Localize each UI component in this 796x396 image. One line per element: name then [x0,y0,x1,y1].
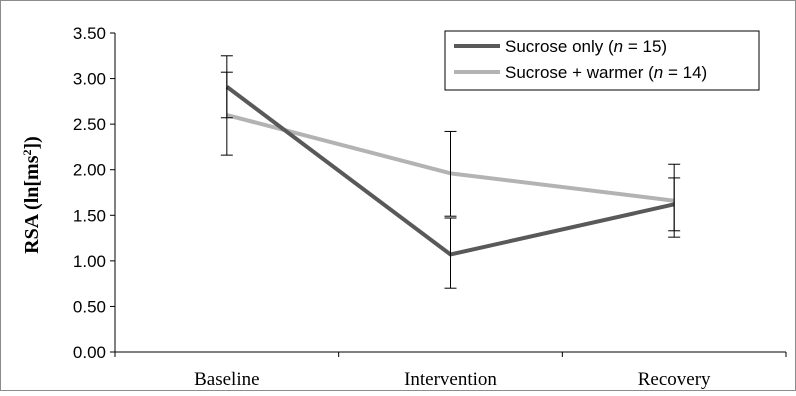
legend-label-sucrose-only: Sucrose only (n = 15) [505,37,667,56]
svg-text:RSA (ln[ms2]): RSA (ln[ms2]) [20,136,43,254]
y-tick-label: 1.00 [73,252,106,271]
y-axis-label: RSA (ln[ms2]) [20,136,43,254]
y-tick-label: 3.00 [73,70,106,89]
y-tick-label: 3.50 [73,24,106,43]
x-tick-label: Intervention [404,369,497,390]
y-tick-label: 1.50 [73,206,106,225]
axes: 0.00 0.50 1.00 1.50 2.00 2.50 3.00 3.50 Baseline… [73,24,787,390]
x-tick-label: Recovery [638,369,711,390]
y-tick-label: 2.00 [73,161,106,180]
legend-label-sucrose-warmer: Sucrose + warmer (n = 14) [505,63,707,82]
y-tick-label: 0.50 [73,297,106,316]
x-tick-label: Baseline [194,369,259,390]
legend-box [444,30,760,91]
y-tick-label: 0.00 [73,343,106,362]
legend: Sucrose only (n = 15) Sucrose + warmer (… [444,30,760,91]
y-tick-label: 2.50 [73,115,106,134]
series-layer [220,55,681,289]
